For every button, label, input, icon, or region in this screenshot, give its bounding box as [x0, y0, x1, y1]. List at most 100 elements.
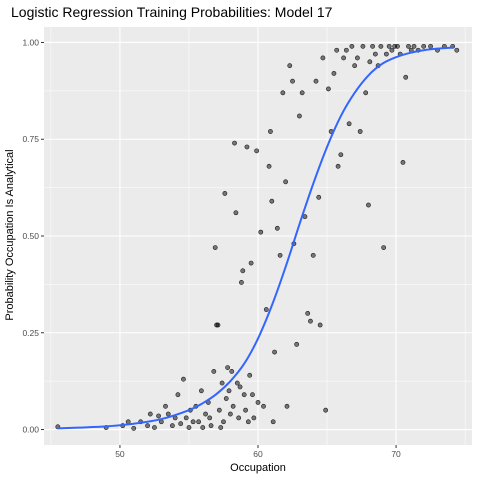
data-point — [274, 225, 280, 231]
data-point — [310, 252, 316, 258]
data-point — [198, 388, 204, 394]
data-point — [152, 425, 157, 430]
data-point — [355, 55, 360, 61]
data-point — [313, 78, 319, 84]
data-point — [156, 413, 161, 419]
data-point — [245, 419, 251, 425]
data-point — [406, 43, 411, 49]
data-point — [360, 43, 366, 49]
data-point — [357, 129, 363, 134]
data-point — [428, 43, 433, 49]
data-point — [268, 129, 273, 134]
data-point — [389, 47, 395, 53]
data-point — [395, 43, 400, 49]
data-point — [218, 425, 224, 430]
data-point — [272, 349, 277, 355]
data-point — [299, 90, 305, 96]
chart-title: Logistic Regression Training Probabiliti… — [11, 4, 333, 20]
data-point — [370, 43, 375, 49]
data-point — [183, 415, 189, 421]
data-point — [363, 90, 369, 96]
data-point — [352, 63, 358, 69]
x-tick-label: 60 — [253, 449, 263, 459]
data-point — [236, 415, 242, 421]
data-point — [221, 419, 226, 425]
data-point — [378, 43, 384, 49]
data-point — [207, 415, 213, 421]
data-point — [232, 140, 237, 146]
data-point — [338, 152, 344, 158]
data-point — [294, 341, 300, 347]
data-point — [277, 252, 283, 258]
x-tick-label: 70 — [391, 449, 401, 459]
data-point — [240, 268, 246, 274]
data-point — [331, 71, 337, 76]
y-tick-label: 0.25 — [22, 328, 39, 338]
y-tick-label: 0.50 — [22, 231, 39, 241]
data-point — [239, 280, 244, 285]
data-point — [386, 43, 392, 49]
data-point — [200, 425, 206, 430]
data-point — [196, 419, 202, 425]
data-point — [219, 380, 225, 386]
data-point — [284, 403, 290, 409]
data-point — [269, 198, 275, 204]
data-point — [258, 229, 264, 235]
y-axis-label: Probability Occupation Is Analytical — [4, 149, 16, 320]
data-point — [372, 51, 378, 57]
data-point — [316, 194, 322, 200]
y-tick-label: 1.00 — [22, 37, 39, 47]
data-point — [169, 423, 175, 429]
data-point — [229, 369, 235, 374]
data-point — [381, 245, 387, 251]
data-point — [297, 113, 302, 119]
data-point — [400, 160, 406, 165]
data-point — [411, 43, 417, 49]
major-gridlines — [44, 27, 472, 445]
data-point — [421, 43, 427, 49]
data-point — [308, 318, 313, 324]
data-point — [261, 403, 266, 409]
data-point — [226, 388, 232, 394]
data-point — [320, 55, 326, 61]
data-point — [317, 322, 323, 328]
data-point — [290, 78, 295, 84]
data-point — [247, 372, 253, 378]
data-point — [147, 411, 153, 417]
data-point — [203, 411, 208, 417]
data-point — [366, 202, 371, 208]
data-point — [227, 411, 233, 417]
data-point — [255, 400, 261, 405]
x-axis-ticks: 50 60 70 — [115, 445, 401, 459]
data-point — [250, 392, 255, 398]
data-point — [165, 411, 171, 417]
data-point — [216, 407, 222, 413]
data-point — [241, 392, 247, 398]
data-point — [287, 63, 293, 69]
data-point — [131, 425, 137, 431]
data-point — [222, 191, 228, 196]
data-point — [175, 392, 181, 398]
data-point — [341, 55, 346, 61]
data-point — [145, 423, 150, 429]
y-tick-label: 0.00 — [22, 425, 39, 435]
y-tick-label: 0.75 — [22, 134, 39, 144]
data-point — [305, 311, 311, 316]
data-point — [383, 51, 389, 57]
data-point — [211, 369, 217, 374]
x-tick-label: 50 — [115, 449, 125, 459]
data-point — [212, 245, 218, 251]
data-point — [215, 322, 221, 328]
data-point — [270, 419, 276, 425]
data-point — [244, 144, 250, 150]
data-point — [223, 396, 229, 401]
data-point — [243, 407, 248, 413]
data-point — [234, 380, 240, 386]
data-point — [343, 47, 349, 53]
data-point — [454, 47, 460, 53]
data-point — [403, 74, 409, 80]
data-point — [237, 384, 243, 390]
data-point — [266, 163, 272, 169]
y-axis-ticks: 0.00 0.25 0.50 0.75 1.00 — [22, 37, 44, 435]
